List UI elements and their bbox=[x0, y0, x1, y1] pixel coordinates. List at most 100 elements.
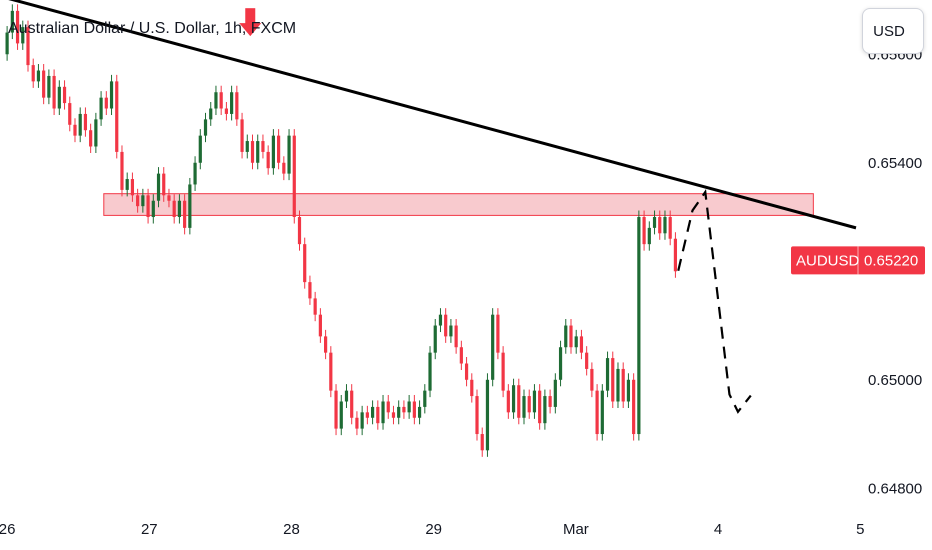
candle-body bbox=[10, 10, 14, 33]
candle-body bbox=[370, 406, 375, 418]
candle-body bbox=[668, 217, 672, 239]
candle-body bbox=[543, 396, 547, 424]
candle-body bbox=[538, 390, 542, 424]
candle-body bbox=[162, 173, 166, 196]
candle-body bbox=[125, 179, 129, 190]
candle-body bbox=[235, 92, 239, 120]
candle-body bbox=[590, 368, 594, 391]
candle-body bbox=[136, 195, 140, 207]
candle-body bbox=[522, 396, 526, 418]
candle-body bbox=[600, 390, 604, 435]
candle-body bbox=[527, 396, 531, 413]
price-badge: AUDUSD 0.65220 bbox=[791, 246, 925, 275]
candle-body bbox=[423, 390, 427, 407]
candle-body bbox=[464, 363, 469, 380]
candle-body bbox=[323, 336, 328, 353]
candle-body bbox=[115, 81, 119, 152]
candle-body bbox=[209, 108, 213, 120]
candle-body bbox=[193, 162, 197, 185]
candle-body bbox=[605, 358, 610, 391]
candle-body bbox=[266, 151, 270, 169]
candle-body bbox=[558, 347, 563, 380]
candle-body bbox=[62, 86, 67, 104]
candle-body bbox=[26, 27, 30, 66]
candle-body bbox=[595, 390, 599, 435]
candle-body bbox=[329, 352, 333, 391]
candle-body bbox=[428, 352, 432, 391]
candle-body bbox=[632, 379, 636, 435]
candle-body bbox=[647, 227, 651, 245]
down-arrow-icon bbox=[239, 8, 262, 37]
candle-body bbox=[230, 92, 234, 114]
candle-body bbox=[21, 27, 25, 44]
x-tick-label: Mar bbox=[563, 521, 589, 538]
candle-body bbox=[475, 396, 479, 435]
candle-body bbox=[663, 217, 667, 234]
candle-body bbox=[250, 141, 255, 163]
candle-body bbox=[109, 81, 114, 109]
candle-body bbox=[156, 173, 161, 201]
candle-body bbox=[318, 314, 322, 337]
candle-body bbox=[412, 401, 416, 418]
candle-body bbox=[277, 135, 281, 163]
candle-body bbox=[104, 97, 108, 109]
candle-body bbox=[141, 195, 145, 207]
projection-path bbox=[677, 189, 752, 414]
arrow-head bbox=[239, 23, 262, 37]
candle-body bbox=[214, 92, 218, 109]
candle-body bbox=[73, 124, 77, 136]
candle-body bbox=[188, 184, 192, 228]
candle-body bbox=[517, 385, 521, 418]
candle-body bbox=[438, 314, 443, 326]
candle-body bbox=[621, 368, 625, 402]
candle-body bbox=[313, 298, 317, 315]
candle-body bbox=[167, 195, 171, 201]
descending-trendline bbox=[8, 0, 857, 230]
candle-body bbox=[480, 434, 484, 451]
x-tick-label: 28 bbox=[283, 521, 300, 538]
candle-body bbox=[658, 217, 662, 234]
currency-button[interactable]: USD bbox=[862, 8, 924, 54]
y-tick-label: 0.65400 bbox=[868, 155, 922, 172]
candle-body bbox=[548, 396, 552, 407]
candle-body bbox=[365, 412, 369, 418]
candle-body bbox=[83, 113, 88, 131]
candle-body bbox=[334, 390, 338, 429]
candle-body bbox=[78, 113, 82, 136]
candle-body bbox=[532, 390, 537, 413]
candle-body bbox=[444, 314, 448, 337]
candle-body bbox=[355, 417, 359, 429]
y-tick-label: 0.65000 bbox=[868, 372, 922, 389]
candle-body bbox=[297, 217, 302, 245]
candle-body bbox=[146, 195, 150, 218]
candle-body bbox=[485, 379, 490, 451]
candle-body bbox=[57, 86, 61, 109]
candle-body bbox=[36, 70, 41, 82]
candle-body bbox=[626, 379, 631, 402]
arrow-shaft bbox=[245, 8, 256, 25]
candle-body bbox=[292, 135, 296, 218]
candle-body bbox=[350, 390, 354, 418]
candle-body bbox=[381, 401, 385, 424]
candle-body bbox=[459, 347, 463, 364]
candle-body bbox=[616, 368, 620, 402]
candle-body bbox=[120, 151, 124, 190]
candle-body bbox=[501, 352, 505, 391]
candle-body bbox=[433, 325, 437, 353]
candle-body bbox=[198, 135, 202, 163]
candle-body bbox=[579, 336, 584, 353]
candle-body bbox=[376, 406, 380, 424]
candle-body bbox=[397, 406, 401, 418]
x-tick-label: 4 bbox=[714, 521, 722, 538]
candle-body bbox=[15, 10, 20, 44]
candle-body bbox=[611, 358, 615, 402]
candle-body bbox=[470, 379, 474, 397]
candle-body bbox=[52, 75, 56, 109]
x-tick-label: 26 bbox=[0, 521, 15, 538]
badge-price: 0.65220 bbox=[864, 252, 918, 269]
x-tick-label: 5 bbox=[856, 521, 864, 538]
candle-body bbox=[287, 135, 291, 174]
candle-body bbox=[89, 130, 93, 147]
